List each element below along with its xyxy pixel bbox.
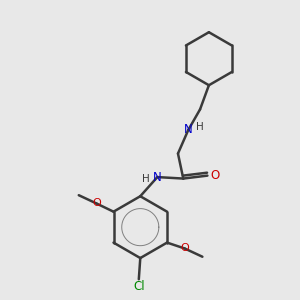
Text: N: N: [153, 171, 162, 184]
Text: H: H: [142, 174, 149, 184]
Text: O: O: [180, 244, 189, 254]
Text: N: N: [184, 124, 193, 136]
Text: H: H: [196, 122, 204, 132]
Text: O: O: [92, 198, 101, 208]
Text: Cl: Cl: [133, 280, 145, 293]
Text: O: O: [210, 169, 219, 182]
